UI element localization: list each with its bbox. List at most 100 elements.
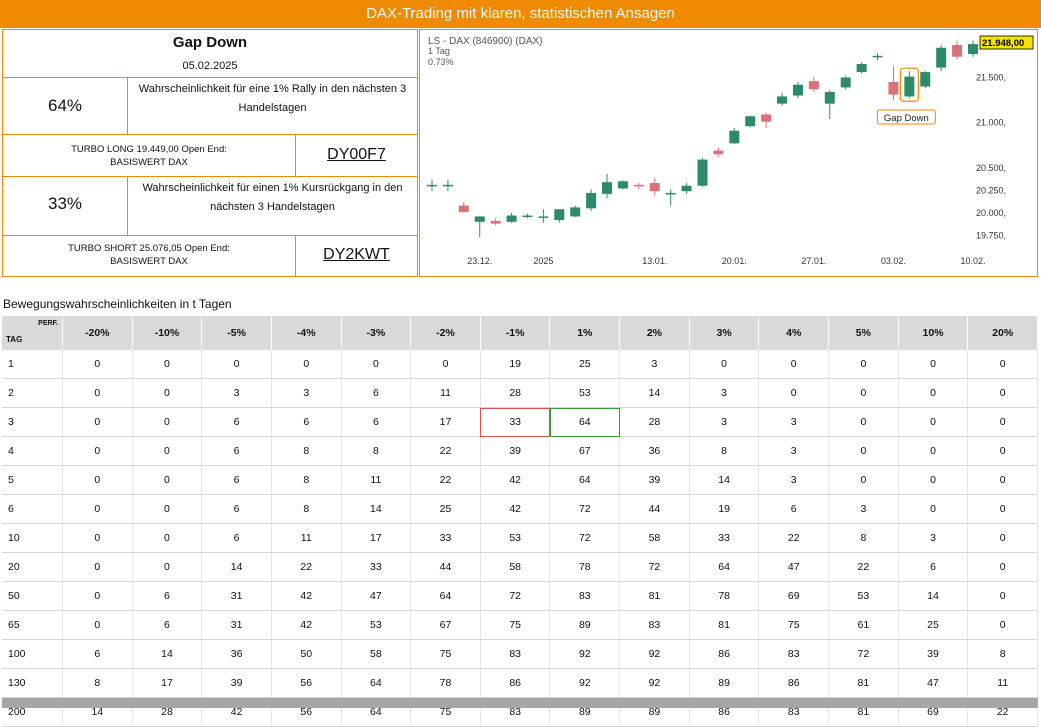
table-cell: 47: [341, 581, 412, 611]
probability-table: PERF. TAG -20% -10% -5% -4% -3% -2% -1% 1% 2% 3% 4…: [2, 316, 1038, 727]
table-cell: 86: [758, 668, 830, 698]
last-price-label: 21.948,00: [982, 38, 1024, 49]
table-cell: 8: [271, 465, 342, 495]
table-cell: 33: [410, 523, 481, 553]
row-tag: 50: [2, 581, 63, 611]
table-cell: 56: [271, 668, 342, 698]
table-cell: 3: [758, 465, 830, 495]
table-cell: 0: [132, 407, 203, 437]
table-cell: 0: [132, 494, 203, 524]
chart-header-title: LS - DAX (846900) (DAX): [428, 36, 543, 47]
dax-chart-panel: LS - DAX (846900) (DAX) 1 Tag 0.73% 21.500,…: [419, 29, 1038, 277]
table-cell: 0: [132, 350, 203, 379]
table-cell: 0: [62, 350, 133, 379]
table-cell: 6: [132, 581, 203, 611]
table-cell: 36: [201, 639, 272, 669]
table-cell: 0: [898, 350, 969, 379]
table-cell: 25: [410, 494, 481, 524]
chart-header-change: 0.73%: [428, 57, 454, 67]
table-cell: 0: [62, 581, 133, 611]
page-banner: DAX-Trading mit klaren, statistischen An…: [0, 0, 1041, 28]
table-cell: 14: [341, 494, 412, 524]
column-header: -2%: [410, 316, 481, 350]
table-cell: 42: [271, 581, 342, 611]
long-wkn-cell: DY00F7: [295, 134, 417, 177]
table-cell: 86: [689, 639, 760, 669]
candle-body: [442, 184, 453, 187]
table-cell: 67: [549, 436, 621, 466]
table-cell: 53: [480, 523, 551, 553]
table-cell: 50: [271, 639, 342, 669]
short-wkn-link[interactable]: DY2KWT: [323, 246, 390, 263]
tag-label: TAG: [6, 335, 23, 344]
x-tick-label: 03.02.: [881, 256, 906, 266]
table-cell: 6: [132, 610, 203, 640]
table-cell: 61: [828, 610, 899, 640]
table-cell: 14: [619, 378, 690, 408]
table-cell: 0: [898, 407, 969, 437]
table-cell: 22: [410, 436, 481, 466]
table-cell: 83: [480, 639, 551, 669]
table-cell: 19: [689, 494, 760, 524]
table-cell: 75: [410, 639, 481, 669]
column-header: -20%: [62, 316, 133, 350]
table-cell: 11: [341, 465, 412, 495]
table-cell: 6: [201, 494, 272, 524]
table-cell: 6: [898, 552, 969, 582]
table-cell: 0: [828, 465, 899, 495]
table-cell: 0: [62, 436, 133, 466]
candle-body: [920, 72, 931, 87]
table-row: 6 0 0 6 8 14 25 42 72 44 19 6 3 0 0: [2, 494, 1038, 524]
table-cell: 78: [410, 668, 481, 698]
table-cell: 89: [549, 610, 621, 640]
short-description-cell: Wahrscheinlichkeit für einen 1% Kursrück…: [127, 176, 417, 236]
table-cell: 8: [271, 494, 342, 524]
table-cell: 53: [341, 610, 412, 640]
candle-body: [792, 84, 803, 96]
row-tag: 100: [2, 639, 63, 669]
table-cell: 92: [549, 639, 621, 669]
table-cell: 22: [758, 523, 830, 553]
long-product-cell: TURBO LONG 19.449,00 Open End: BASISWERT…: [3, 134, 296, 177]
table-cell: 31: [201, 581, 272, 611]
long-probability-cell: 64%: [3, 77, 128, 135]
table-cell: 6: [758, 494, 830, 524]
column-header: -1%: [480, 316, 551, 350]
table-cell: 44: [410, 552, 481, 582]
column-header: 4%: [758, 316, 830, 350]
candle-body: [968, 44, 978, 55]
short-probability-cell: 33%: [3, 176, 128, 236]
table-cell: 0: [62, 610, 133, 640]
table-cell: 0: [967, 610, 1038, 640]
candle-body: [617, 181, 628, 189]
table-cell: 92: [549, 668, 621, 698]
table-cell: 0: [132, 552, 203, 582]
y-tick-label: 20.500,: [976, 163, 1006, 173]
candle-body: [745, 116, 756, 127]
long-wkn-link[interactable]: DY00F7: [327, 146, 386, 163]
candle-body: [904, 76, 915, 97]
table-cell: 42: [480, 465, 551, 495]
candle-body: [554, 209, 565, 221]
candle-body: [649, 183, 660, 192]
table-cell: 0: [62, 523, 133, 553]
table-row: 50 0 6 31 42 47 64 72 83 81 78 69 53 14 0: [2, 581, 1038, 611]
summary-date: 05.02.2025: [182, 60, 238, 72]
y-tick-label: 21.000,: [976, 118, 1006, 128]
x-tick-label: 20.01.: [722, 256, 747, 266]
table-header-row: PERF. TAG -20% -10% -5% -4% -3% -2% -1% 1% 2% 3% 4…: [2, 316, 1038, 350]
table-row: 65 0 6 31 42 53 67 75 89 83 81 75 61 25 0: [2, 610, 1038, 640]
table-cell: 64: [689, 552, 760, 582]
table-cell: 64: [549, 407, 621, 437]
x-tick-label: 23.12.: [467, 256, 492, 266]
column-header: -10%: [132, 316, 203, 350]
table-cell: 0: [898, 465, 969, 495]
table-cell: 47: [758, 552, 830, 582]
candle-body: [474, 216, 485, 222]
table-cell: 6: [201, 465, 272, 495]
summary-panel: Gap Down 05.02.2025 64% Wahrscheinlichke…: [2, 29, 418, 277]
table-cell: 33: [689, 523, 760, 553]
y-tick-label: 20.250,: [976, 185, 1006, 195]
short-product-cell: TURBO SHORT 25.076,05 Open End: BASISWER…: [3, 235, 296, 276]
table-row: 5 0 0 6 8 11 22 42 64 39 14 3 0 0 0: [2, 465, 1038, 495]
